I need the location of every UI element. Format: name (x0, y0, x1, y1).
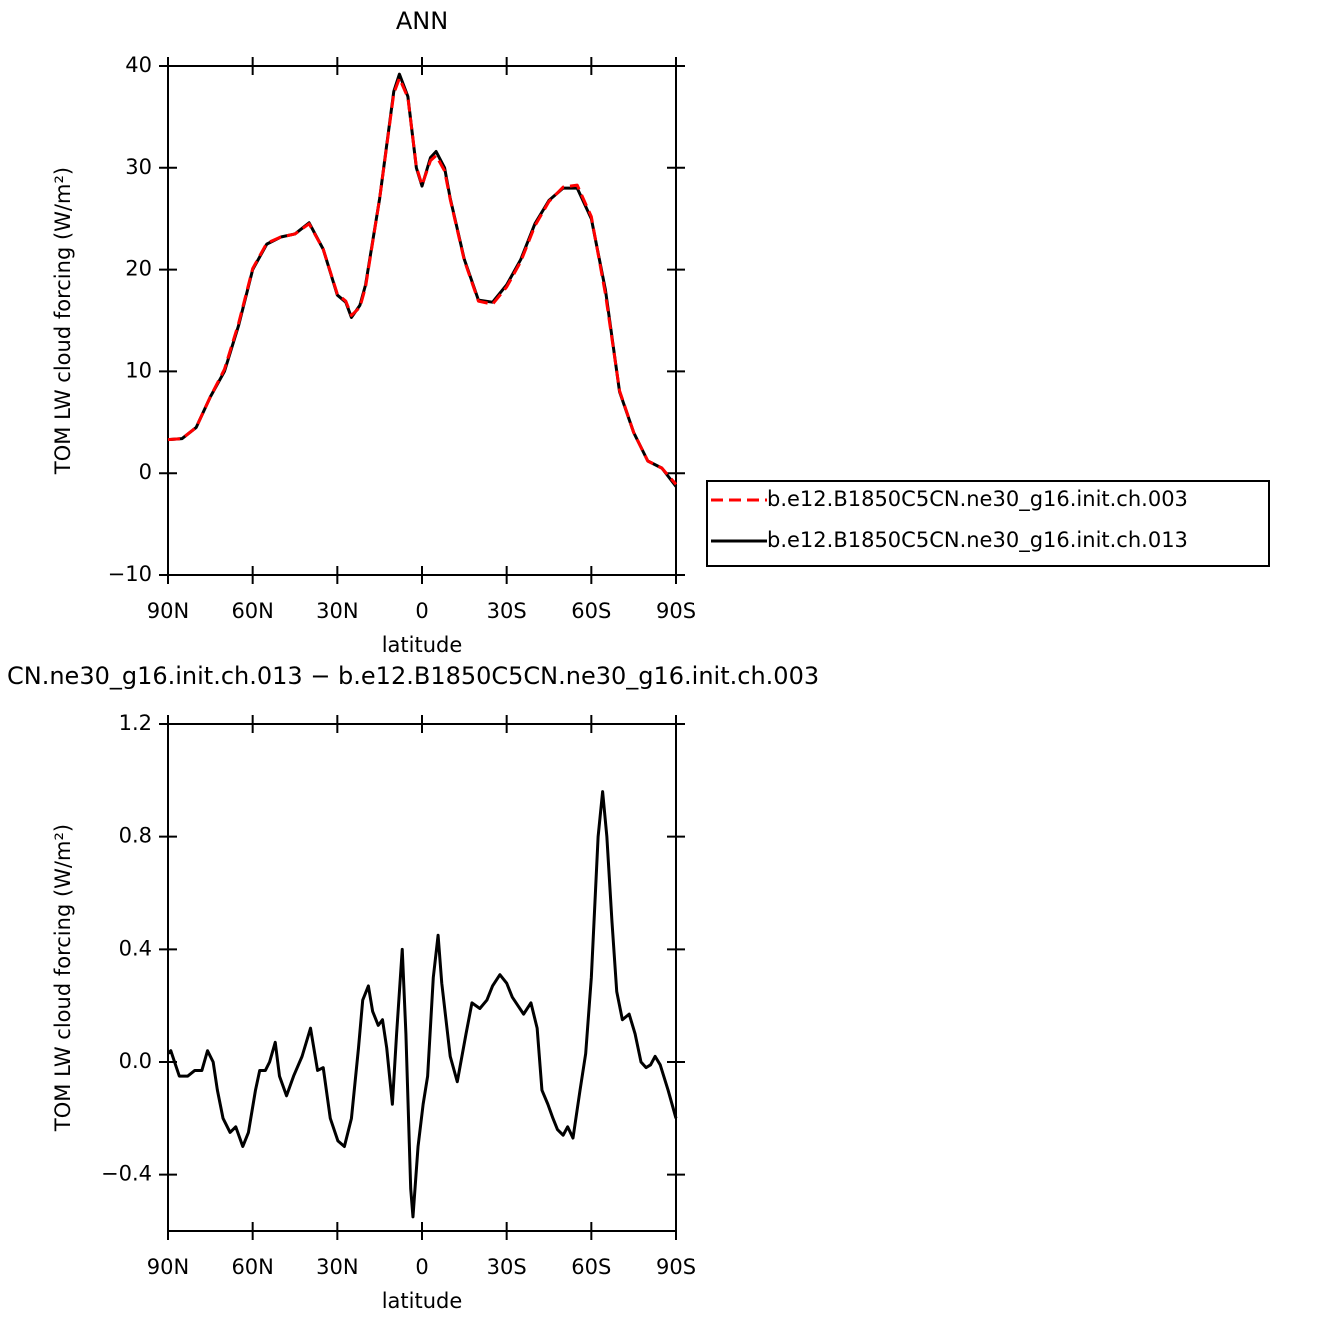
y-axis-label: TOM LW cloud forcing (W/m²) (51, 824, 75, 1132)
y-tick-label: −10 (108, 562, 152, 586)
chart-title: CN.ne30_g16.init.ch.013 − b.e12.B1850C5C… (7, 662, 819, 690)
data-line (167, 76, 678, 486)
x-tick-label: 60N (231, 599, 273, 623)
y-tick-label: 0.0 (119, 1049, 152, 1073)
x-tick-label: 90N (147, 599, 189, 623)
x-tick-label: 90S (656, 1255, 696, 1279)
x-tick-label: 0 (415, 599, 428, 623)
legend-box (706, 480, 1270, 567)
plot-frame (167, 65, 677, 576)
x-tick-label: 90N (147, 1255, 189, 1279)
x-tick-label: 30N (316, 1255, 358, 1279)
data-line (166, 790, 678, 1219)
x-tick-label: 60N (231, 1255, 273, 1279)
y-tick-label: 30 (125, 155, 152, 179)
y-tick-label: −0.4 (101, 1162, 152, 1186)
legend-label: b.e12.B1850C5CN.ne30_g16.init.ch.013 (767, 528, 1188, 553)
x-tick-label: 30S (487, 599, 527, 623)
y-tick-label: 0.4 (119, 936, 152, 960)
y-tick-label: 20 (125, 257, 152, 281)
y-tick-label: 0 (139, 460, 152, 484)
y-tick-label: 0.8 (119, 824, 152, 848)
data-line (167, 72, 678, 488)
x-tick-label: 0 (415, 1255, 428, 1279)
x-axis-label: latitude (382, 1289, 463, 1313)
legend-label: b.e12.B1850C5CN.ne30_g16.init.ch.003 (767, 487, 1188, 512)
y-tick-label: 40 (125, 53, 152, 77)
y-axis-label: TOM LW cloud forcing (W/m²) (51, 167, 75, 475)
y-tick-label: 10 (125, 358, 152, 382)
y-tick-label: 1.2 (119, 711, 152, 735)
x-tick-label: 30S (487, 1255, 527, 1279)
x-tick-label: 30N (316, 599, 358, 623)
chart-title: ANN (396, 7, 448, 35)
x-axis-label: latitude (382, 633, 463, 657)
x-tick-label: 60S (571, 1255, 611, 1279)
x-tick-label: 60S (571, 599, 611, 623)
plot-frame (167, 723, 677, 1232)
x-tick-label: 90S (656, 599, 696, 623)
